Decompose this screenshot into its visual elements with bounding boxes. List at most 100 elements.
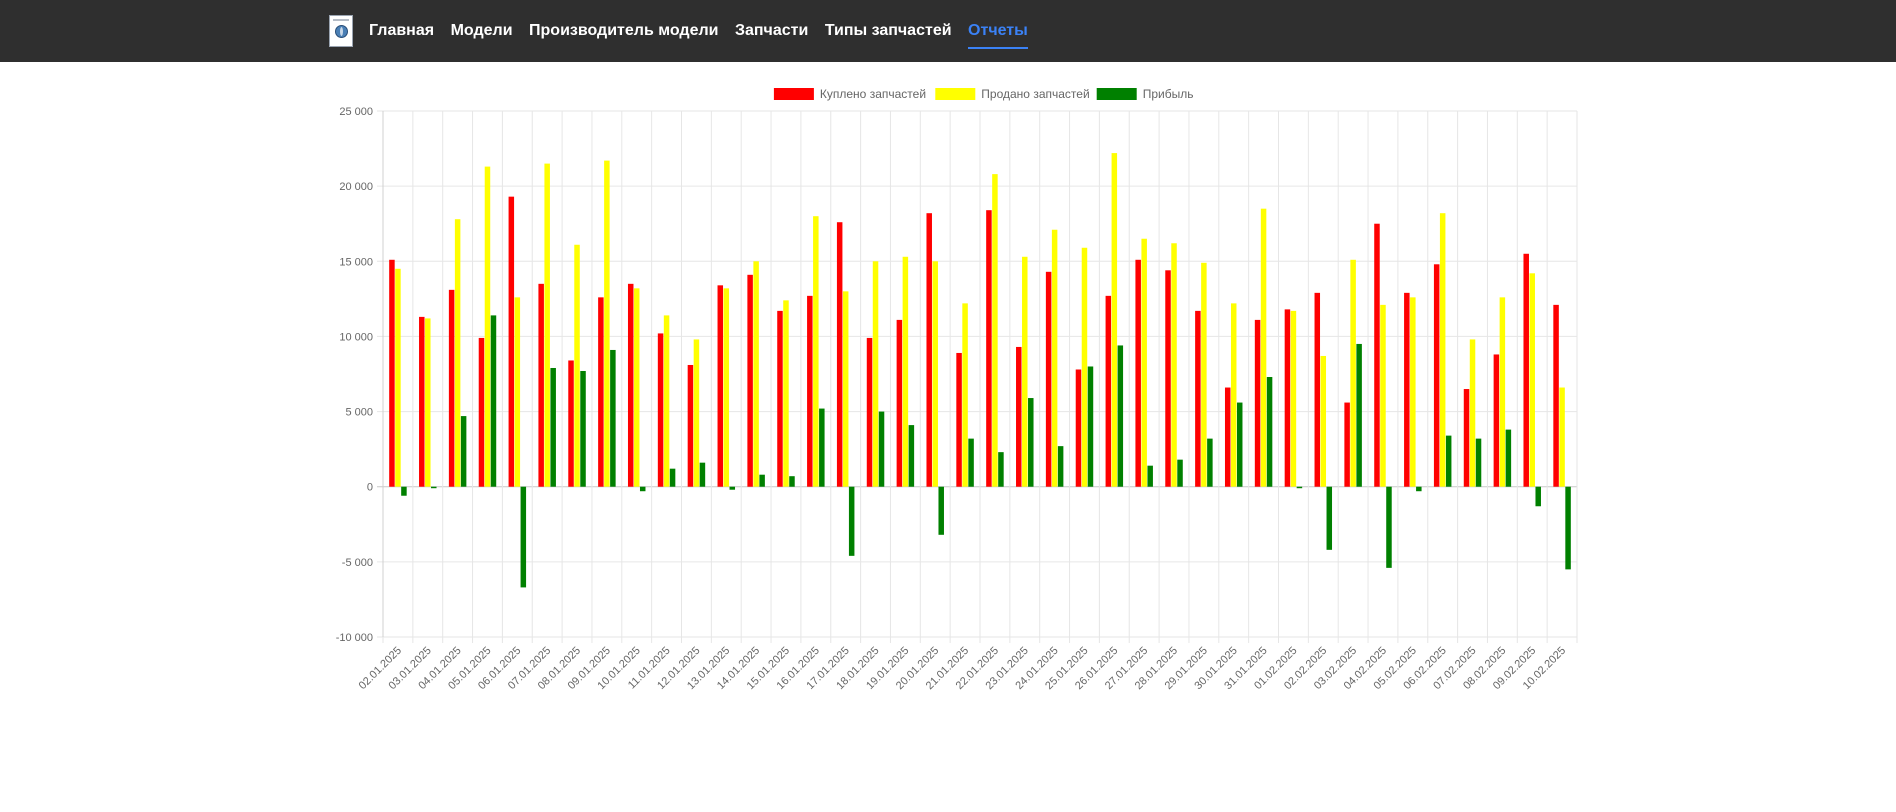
bar xyxy=(1022,256,1028,487)
bar xyxy=(1171,243,1177,487)
bar xyxy=(1028,398,1034,487)
bar xyxy=(759,474,765,487)
brand-logo[interactable] xyxy=(329,15,353,47)
bar xyxy=(633,288,640,487)
bar xyxy=(604,160,610,487)
bar xyxy=(789,476,795,487)
legend-label: Куплено запчастей xyxy=(820,87,926,101)
bar xyxy=(1404,292,1410,487)
bar xyxy=(1529,273,1535,487)
bar xyxy=(1260,208,1267,487)
bar xyxy=(908,425,915,487)
nav-item-home[interactable]: Главная xyxy=(369,22,435,39)
y-tick-label: 15 000 xyxy=(339,256,373,268)
bar xyxy=(1410,297,1416,487)
bar xyxy=(1523,253,1529,487)
bar xyxy=(1201,262,1207,487)
bar xyxy=(1535,486,1541,507)
bar xyxy=(1499,297,1506,487)
y-tick-label: 25 000 xyxy=(339,106,373,118)
nav-item-manufacturers[interactable]: Производитель модели xyxy=(529,22,719,39)
bar xyxy=(998,452,1004,487)
bar xyxy=(1195,310,1201,487)
top-navbar: Главная Модели Производитель модели Запч… xyxy=(0,0,1896,62)
bar xyxy=(813,216,819,487)
bar xyxy=(1165,270,1171,487)
bar xyxy=(520,486,527,588)
bar xyxy=(723,288,730,487)
bar xyxy=(454,219,461,487)
y-tick-label: 10 000 xyxy=(339,331,373,343)
bar xyxy=(1344,402,1350,487)
bar xyxy=(425,318,431,487)
bar xyxy=(448,289,455,487)
bar xyxy=(753,261,759,487)
bar xyxy=(747,274,753,487)
bar xyxy=(669,468,676,487)
bar xyxy=(639,486,646,492)
bar xyxy=(1135,259,1141,487)
nav-item-reports[interactable]: Отчеты xyxy=(968,0,1028,62)
bar xyxy=(729,486,736,490)
bar xyxy=(1105,295,1112,487)
bar xyxy=(848,486,855,556)
bar xyxy=(1254,319,1261,487)
nav-item-part-types[interactable]: Типы запчастей xyxy=(824,22,952,39)
bar xyxy=(1284,309,1291,487)
bar xyxy=(490,315,497,487)
bar xyxy=(866,337,873,487)
bar xyxy=(1326,486,1333,550)
bar xyxy=(1314,292,1321,487)
bar xyxy=(1350,259,1356,487)
bar xyxy=(598,297,604,487)
bar xyxy=(968,438,974,487)
bar xyxy=(926,213,932,487)
bar xyxy=(1207,438,1213,487)
bar xyxy=(1141,238,1147,487)
bar xyxy=(1374,223,1380,487)
bar xyxy=(1081,247,1088,487)
y-tick-label: 5 000 xyxy=(345,407,373,419)
bar xyxy=(1230,303,1237,487)
bar xyxy=(1224,387,1231,487)
bar xyxy=(1147,465,1153,487)
bar xyxy=(544,163,550,487)
bar xyxy=(962,303,968,487)
bar xyxy=(574,244,580,487)
bar xyxy=(401,486,407,496)
legend-label: Прибыль xyxy=(1143,87,1194,101)
bar xyxy=(1236,402,1243,487)
bar xyxy=(478,337,485,487)
legend-swatch xyxy=(773,88,814,100)
nav-item-parts[interactable]: Запчасти xyxy=(734,22,809,39)
bar xyxy=(663,315,670,487)
bar xyxy=(807,295,813,487)
bar xyxy=(878,411,885,487)
y-tick-label: 20 000 xyxy=(339,181,373,193)
bar xyxy=(431,486,437,489)
bar xyxy=(1057,446,1064,487)
y-tick-label: -10 000 xyxy=(336,632,373,644)
bar xyxy=(1266,377,1273,487)
bar xyxy=(842,291,849,487)
bar xyxy=(580,370,586,487)
bar xyxy=(1493,354,1500,487)
bar xyxy=(1296,486,1303,489)
bar xyxy=(1087,366,1094,487)
y-tick-label: 0 xyxy=(367,482,373,494)
bar xyxy=(568,360,574,487)
bar xyxy=(938,486,944,535)
bar xyxy=(783,300,789,487)
bar xyxy=(1380,304,1386,487)
y-tick-label: -5 000 xyxy=(342,557,373,569)
bar xyxy=(1553,304,1559,487)
bar xyxy=(687,364,694,487)
bar xyxy=(992,174,998,487)
nav-item-models[interactable]: Модели xyxy=(450,22,513,39)
bar xyxy=(1356,343,1362,487)
bar xyxy=(657,333,664,487)
bar xyxy=(538,283,544,487)
bar xyxy=(1559,387,1565,487)
bar xyxy=(1475,438,1482,487)
